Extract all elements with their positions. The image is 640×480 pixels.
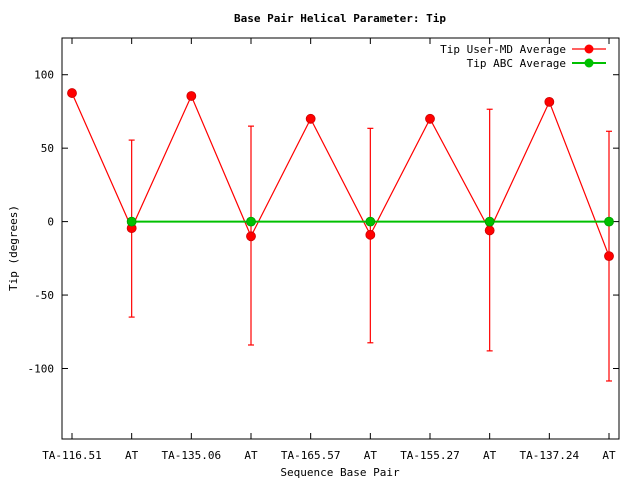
x-tick-label: TA-135.06 — [162, 449, 222, 462]
x-tick-label: AT — [244, 449, 258, 462]
data-point-abc — [246, 216, 256, 227]
y-tick-label: -100 — [28, 362, 55, 375]
legend-label: Tip ABC Average — [467, 57, 566, 70]
data-marks — [67, 88, 614, 382]
series-line-user-md — [71, 92, 610, 257]
legend-marker — [584, 58, 594, 68]
data-point-abc — [604, 216, 614, 227]
x-axis-label: Sequence Base Pair — [280, 466, 400, 479]
axis-ticks: -100 -50 0 50 100 TA-116.51 AT TA-135.06 AT TA-16… — [28, 38, 619, 462]
data-point-user-md — [246, 231, 256, 242]
data-point-user-md — [544, 96, 555, 107]
y-tick-label: 100 — [34, 69, 54, 82]
data-point-abc — [484, 216, 495, 227]
x-tick-label: AT — [364, 449, 378, 462]
x-tick-label: TA-116.51 — [42, 449, 102, 462]
y-tick-label: -50 — [34, 289, 54, 302]
chart-title: Base Pair Helical Parameter: Tip — [234, 12, 446, 25]
data-point-user-md — [186, 91, 197, 101]
x-tick-label: TA-137.24 — [520, 449, 580, 462]
plot-frame — [61, 37, 620, 440]
data-point-user-md — [425, 113, 435, 124]
x-tick-label: AT — [125, 449, 139, 462]
x-tick-label: AT — [483, 449, 497, 462]
data-point-user-md — [484, 225, 495, 236]
data-point-abc — [365, 216, 376, 227]
x-tick-label: TA-155.27 — [400, 449, 460, 462]
data-point-abc — [126, 216, 137, 227]
data-point-user-md — [67, 88, 77, 98]
y-axis-label: Tip (degrees) — [7, 205, 20, 291]
y-tick-label: 0 — [47, 216, 54, 229]
x-tick-label: TA-165.57 — [281, 449, 341, 462]
legend-label: Tip User-MD Average — [440, 43, 566, 56]
legend-marker — [584, 44, 594, 54]
y-tick-label: 50 — [41, 142, 54, 155]
data-point-user-md — [305, 113, 316, 124]
data-point-user-md — [365, 229, 376, 240]
data-point-user-md — [604, 251, 614, 262]
x-tick-label: AT — [602, 449, 616, 462]
